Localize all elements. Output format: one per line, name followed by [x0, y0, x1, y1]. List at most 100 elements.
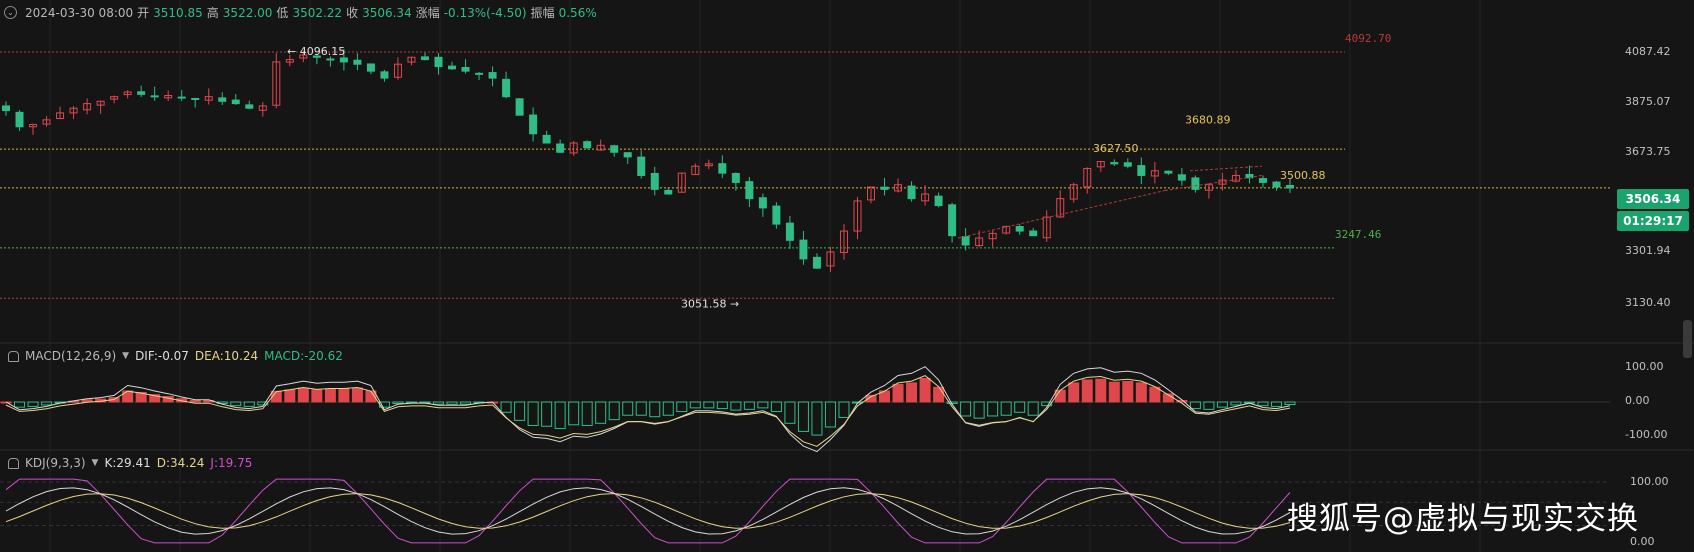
macd-histogram-bar: [757, 401, 769, 409]
candle-body: [83, 103, 92, 111]
macd-histogram-bar: [811, 401, 823, 436]
candle-body: [975, 237, 984, 246]
macd-histogram-bar: [27, 401, 39, 407]
collapse-toggle-icon[interactable]: ⌄: [4, 6, 17, 19]
macd-histogram-bar: [1270, 401, 1282, 407]
candle-body: [988, 232, 997, 240]
macd-histogram-bar: [581, 401, 593, 427]
price-axis[interactable]: 4087.42 3875.07 3673.75 3301.94 3130.40 100.0…: [1625, 45, 1671, 548]
candle-body: [799, 239, 808, 260]
candle-body: [1002, 225, 1011, 234]
alert-bell-icon[interactable]: [8, 350, 19, 362]
candle-body: [948, 204, 957, 237]
macd-histogram-bar: [149, 394, 161, 403]
dropdown-caret-icon[interactable]: ▼: [122, 351, 130, 361]
dif-label: DIF:: [135, 349, 158, 363]
candle-body: [1110, 162, 1119, 165]
alert-bell-icon[interactable]: [8, 457, 19, 469]
macd-header: MACD(12,26,9) ▼ DIF:-0.07 DEA:10.24 MACD…: [8, 349, 343, 363]
macd-histogram-bar: [595, 401, 607, 424]
macd-histogram-bar: [960, 401, 972, 417]
kdj-header: KDJ(9,3,3) ▼ K:29.41 D:34.24 J:19.75: [8, 456, 252, 470]
macd-histogram-bar: [1122, 380, 1134, 403]
low-value: 3502.22: [292, 5, 343, 20]
macd-histogram-bar: [608, 401, 620, 421]
high-marker-label: ← 4096.15: [287, 45, 345, 58]
price-axis-tick: 3875.07: [1625, 95, 1671, 108]
macd-histogram-bar: [770, 401, 782, 413]
macd-histogram-bar: [1081, 379, 1093, 403]
candle-body: [326, 58, 335, 61]
macd-histogram-bar: [41, 401, 53, 406]
candle-body: [380, 71, 389, 79]
macd-histogram-bar: [716, 401, 728, 410]
macd-histogram-bar: [135, 391, 147, 403]
candle-body: [204, 96, 213, 101]
macd-histogram-bar: [662, 401, 674, 416]
macd-histogram-bar: [865, 394, 877, 403]
macd-histogram-bar: [1095, 378, 1107, 403]
macd-histogram-bar: [541, 401, 553, 427]
macd-histogram-bar: [554, 401, 566, 429]
annotation-label: 3627.50: [1093, 142, 1139, 155]
candle-body: [1191, 177, 1200, 190]
macd-histogram-bar: [189, 400, 201, 403]
candle-body: [529, 114, 538, 135]
price-level-lines: 4092.70 3247.46: [0, 32, 1610, 299]
kdj-axis-tick: 0.00: [1630, 535, 1655, 548]
macd-histogram-bar: [1108, 381, 1120, 403]
candle-body: [826, 251, 835, 267]
macd-histogram-bar: [676, 401, 688, 413]
candle-body: [934, 195, 943, 207]
axis-scroll-handle[interactable]: [1683, 320, 1692, 358]
candle-body: [488, 72, 497, 79]
macd-histogram-bar: [1068, 382, 1080, 403]
change-value: -0.13%(-4.50): [443, 5, 527, 20]
candle-body: [650, 172, 659, 190]
j-label: J:: [210, 456, 218, 470]
candle-body: [137, 91, 146, 95]
change-label: 涨幅: [415, 6, 440, 20]
candle-body: [569, 142, 578, 154]
candle-body: [542, 134, 551, 144]
candle-body: [664, 189, 673, 195]
candle-body: [312, 55, 321, 58]
macd-histogram-bar: [838, 401, 850, 418]
candle-body: [475, 72, 484, 75]
macd-axis-tick: -100.00: [1625, 428, 1667, 441]
candle-body: [1231, 174, 1240, 182]
candle-body: [745, 181, 754, 200]
macd-histogram-bar: [1014, 401, 1026, 413]
candle-body: [461, 66, 470, 72]
candle-body: [1056, 198, 1065, 218]
candle-body: [1177, 174, 1186, 181]
macd-histogram-bar: [689, 401, 701, 409]
candle-body: [15, 111, 24, 128]
candle-body: [339, 57, 348, 63]
candle-body: [272, 61, 281, 106]
candle-body: [420, 56, 429, 61]
macd-histogram-bar: [568, 401, 580, 426]
current-price-tag: 3506.34: [1617, 189, 1689, 209]
low-label: 低: [276, 6, 289, 20]
macd-histogram-bar: [973, 401, 985, 419]
price-axis-tick: 3130.40: [1625, 296, 1671, 309]
macd-value: -20.62: [304, 349, 343, 363]
candle-body: [1150, 170, 1159, 177]
candle-body: [1258, 178, 1267, 183]
candle-body: [1069, 184, 1078, 200]
macd-histogram-bar: [446, 401, 458, 405]
candle-body: [880, 186, 889, 190]
macd-histogram-bar: [730, 401, 742, 411]
candle-body: [56, 112, 65, 120]
k-value: 29.41: [116, 456, 151, 470]
kdj-axis-tick: 100.00: [1630, 475, 1669, 488]
dropdown-caret-icon[interactable]: ▼: [91, 458, 99, 468]
amplitude-value: 0.56%: [558, 5, 597, 20]
dea-value: 10.24: [223, 349, 259, 363]
d-value: 34.24: [170, 456, 205, 470]
macd-axis-tick: 0.00: [1625, 394, 1650, 407]
macd-histogram-bar: [635, 401, 647, 416]
